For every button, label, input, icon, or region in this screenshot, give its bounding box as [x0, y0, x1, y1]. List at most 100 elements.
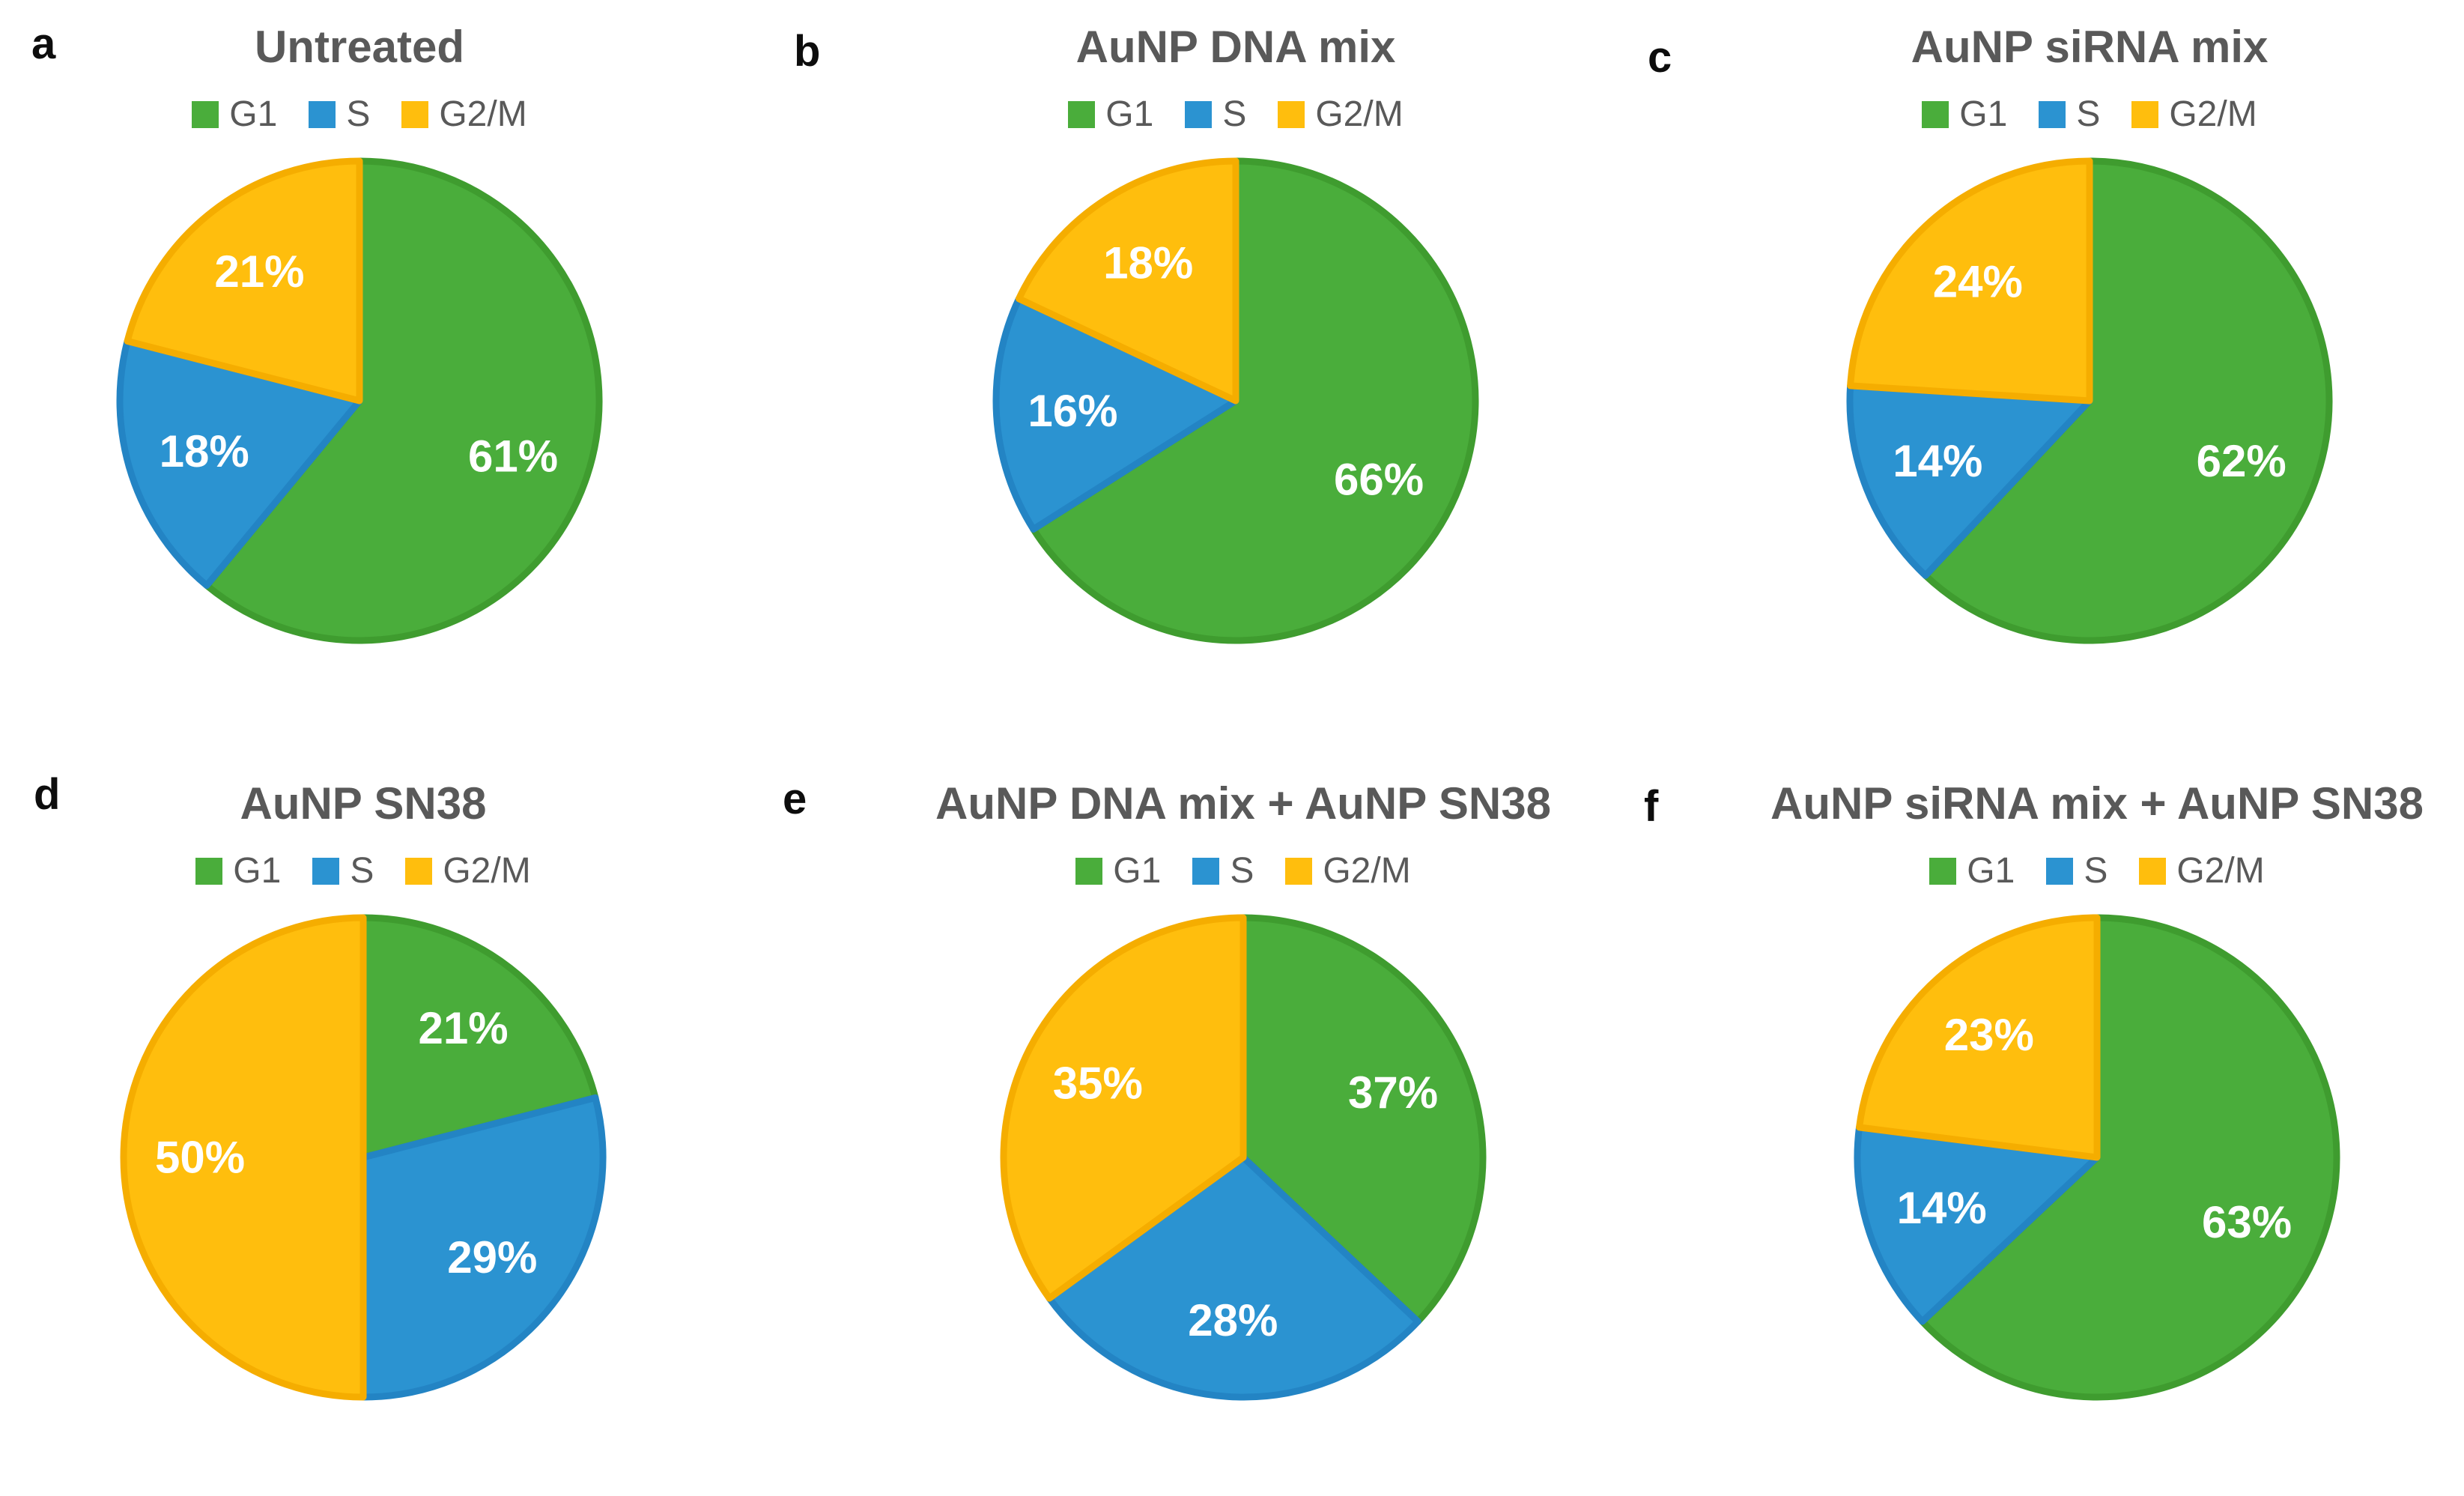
pie-chart-panel: a Untreated G1 S G2/M 61% 18% 21% — [0, 0, 719, 648]
legend-item: G2/M — [401, 97, 527, 133]
legend-label: S — [1222, 94, 1247, 134]
pie-chart-svg: 66% 16% 18% — [992, 157, 1479, 644]
legend-swatch-s — [2039, 101, 2066, 128]
legend-swatch-g2m — [401, 101, 429, 128]
legend: G1 S G2/M — [1730, 95, 2449, 134]
pie-chart-svg: 37% 28% 35% — [1000, 914, 1487, 1401]
legend: G1 S G2/M — [0, 95, 719, 134]
pie-slice-g1 — [1239, 914, 1487, 1325]
legend-item: G1 — [1068, 97, 1153, 133]
legend-swatch-g1 — [195, 858, 223, 885]
pie-slice-s — [1846, 382, 2093, 579]
legend-label: G2/M — [439, 94, 527, 134]
chart-title: AuNP siRNA mix + AuNP SN38 — [1770, 778, 2424, 829]
pie-chart: 62% 14% 24% — [1842, 154, 2337, 648]
legend-label: S — [1230, 851, 1254, 891]
legend-swatch-g2m — [2131, 101, 2159, 128]
slice-percent-label: 18% — [160, 426, 249, 476]
legend-item: S — [2039, 97, 2100, 133]
pie-chart: 63% 14% 23% — [1850, 910, 2344, 1405]
legend-label: S — [2076, 94, 2101, 134]
chart-title: Untreated — [254, 22, 465, 72]
legend-item: G1 — [192, 97, 277, 133]
slice-percent-label: 14% — [1893, 436, 1982, 486]
chart-title: AuNP siRNA mix — [1911, 22, 2269, 72]
pie-slice-s — [116, 337, 363, 590]
panel-letter: d — [34, 770, 61, 819]
chart-title: AuNP DNA mix + AuNP SN38 — [935, 778, 1551, 829]
legend-swatch-g2m — [2139, 858, 2167, 885]
legend-label: G2/M — [1315, 94, 1404, 134]
pie-chart: 37% 28% 35% — [996, 910, 1490, 1405]
legend-swatch-s — [1185, 101, 1213, 128]
legend-swatch-g1 — [1068, 101, 1096, 128]
panel-letter: c — [1648, 33, 1672, 82]
pie-slice-s — [1854, 1124, 2101, 1325]
pie-chart-panel: b AuNP DNA mix G1 S G2/M 66% 16% 18% — [794, 0, 1595, 648]
legend-swatch-g1 — [1929, 858, 1957, 885]
slice-percent-label: 14% — [1897, 1183, 1987, 1233]
slice-percent-label: 29% — [447, 1232, 537, 1282]
panel-letter: a — [31, 19, 56, 68]
legend: G1 S G2/M — [1738, 852, 2457, 891]
legend-swatch-s — [1192, 858, 1220, 885]
legend-label: S — [346, 94, 371, 134]
slice-percent-label: 21% — [419, 1003, 509, 1053]
slice-percent-label: 61% — [468, 431, 558, 481]
legend-item: S — [309, 97, 370, 133]
legend-swatch-g2m — [1285, 858, 1313, 885]
pie-slice-g2m — [120, 914, 367, 1401]
slice-percent-label: 37% — [1348, 1068, 1438, 1118]
legend-label: G1 — [229, 94, 278, 134]
legend-item: S — [1192, 853, 1254, 889]
pie-chart-svg: 62% 14% 24% — [1846, 157, 2333, 644]
pie-slice-s — [992, 295, 1239, 533]
panel-letter: b — [794, 27, 821, 76]
pie-chart: 61% 18% 21% — [112, 154, 607, 648]
pie-chart-panel: e AuNP DNA mix + AuNP SN38 G1 S G2/M 37% 28… — [783, 757, 1603, 1405]
pie-slice-g1 — [1922, 157, 2333, 644]
legend-item: G2/M — [2139, 853, 2265, 889]
pie-slice-g2m — [1847, 157, 2093, 405]
legend-label: G1 — [233, 851, 282, 891]
chart-title: AuNP DNA mix — [1075, 22, 1396, 72]
legend-item: G1 — [195, 853, 281, 889]
pie-chart: 66% 16% 18% — [989, 154, 1483, 648]
slice-percent-label: 66% — [1334, 455, 1424, 505]
slice-percent-label: 62% — [2197, 436, 2287, 486]
pie-slice-g2m — [1856, 914, 2101, 1161]
legend-item: S — [312, 853, 374, 889]
slice-percent-label: 18% — [1103, 237, 1193, 288]
pie-slice-g1 — [359, 914, 599, 1161]
legend-swatch-g2m — [405, 858, 433, 885]
legend-label: G1 — [1967, 851, 2015, 891]
pie-slice-s — [359, 1094, 607, 1401]
slice-percent-label: 23% — [1944, 1010, 2034, 1060]
legend-swatch-g1 — [1922, 101, 1949, 128]
pie-slice-g2m — [124, 157, 363, 405]
pie-chart-panel: d AuNP SN38 G1 S G2/M 21% 29% 50% — [4, 757, 723, 1405]
pie-chart-svg: 63% 14% 23% — [1854, 914, 2340, 1401]
legend-label: G1 — [1959, 94, 2008, 134]
legend-label: G1 — [1113, 851, 1162, 891]
legend-label: S — [2084, 851, 2108, 891]
slice-percent-label: 28% — [1188, 1295, 1278, 1345]
panel-letter: f — [1644, 782, 1659, 831]
legend-label: S — [350, 851, 374, 891]
pie-chart-panel: f AuNP siRNA mix + AuNP SN38 G1 S G2/M 63%… — [1644, 757, 2457, 1405]
legend-item: G2/M — [2131, 97, 2257, 133]
legend-label: G2/M — [1323, 851, 1411, 891]
slice-percent-label: 16% — [1028, 386, 1117, 436]
legend-item: S — [2046, 853, 2108, 889]
legend-swatch-g1 — [1075, 858, 1103, 885]
legend-swatch-g2m — [1278, 101, 1305, 128]
slice-percent-label: 35% — [1053, 1059, 1143, 1109]
slice-percent-label: 21% — [214, 246, 304, 297]
pie-slice-g1 — [1919, 914, 2340, 1401]
legend-item: G1 — [1922, 97, 2007, 133]
legend-label: G2/M — [443, 851, 531, 891]
pie-slice-s — [1046, 1154, 1421, 1401]
legend-item: G1 — [1075, 853, 1161, 889]
panel-letter: e — [783, 775, 807, 823]
legend-item: G2/M — [1278, 94, 1404, 134]
